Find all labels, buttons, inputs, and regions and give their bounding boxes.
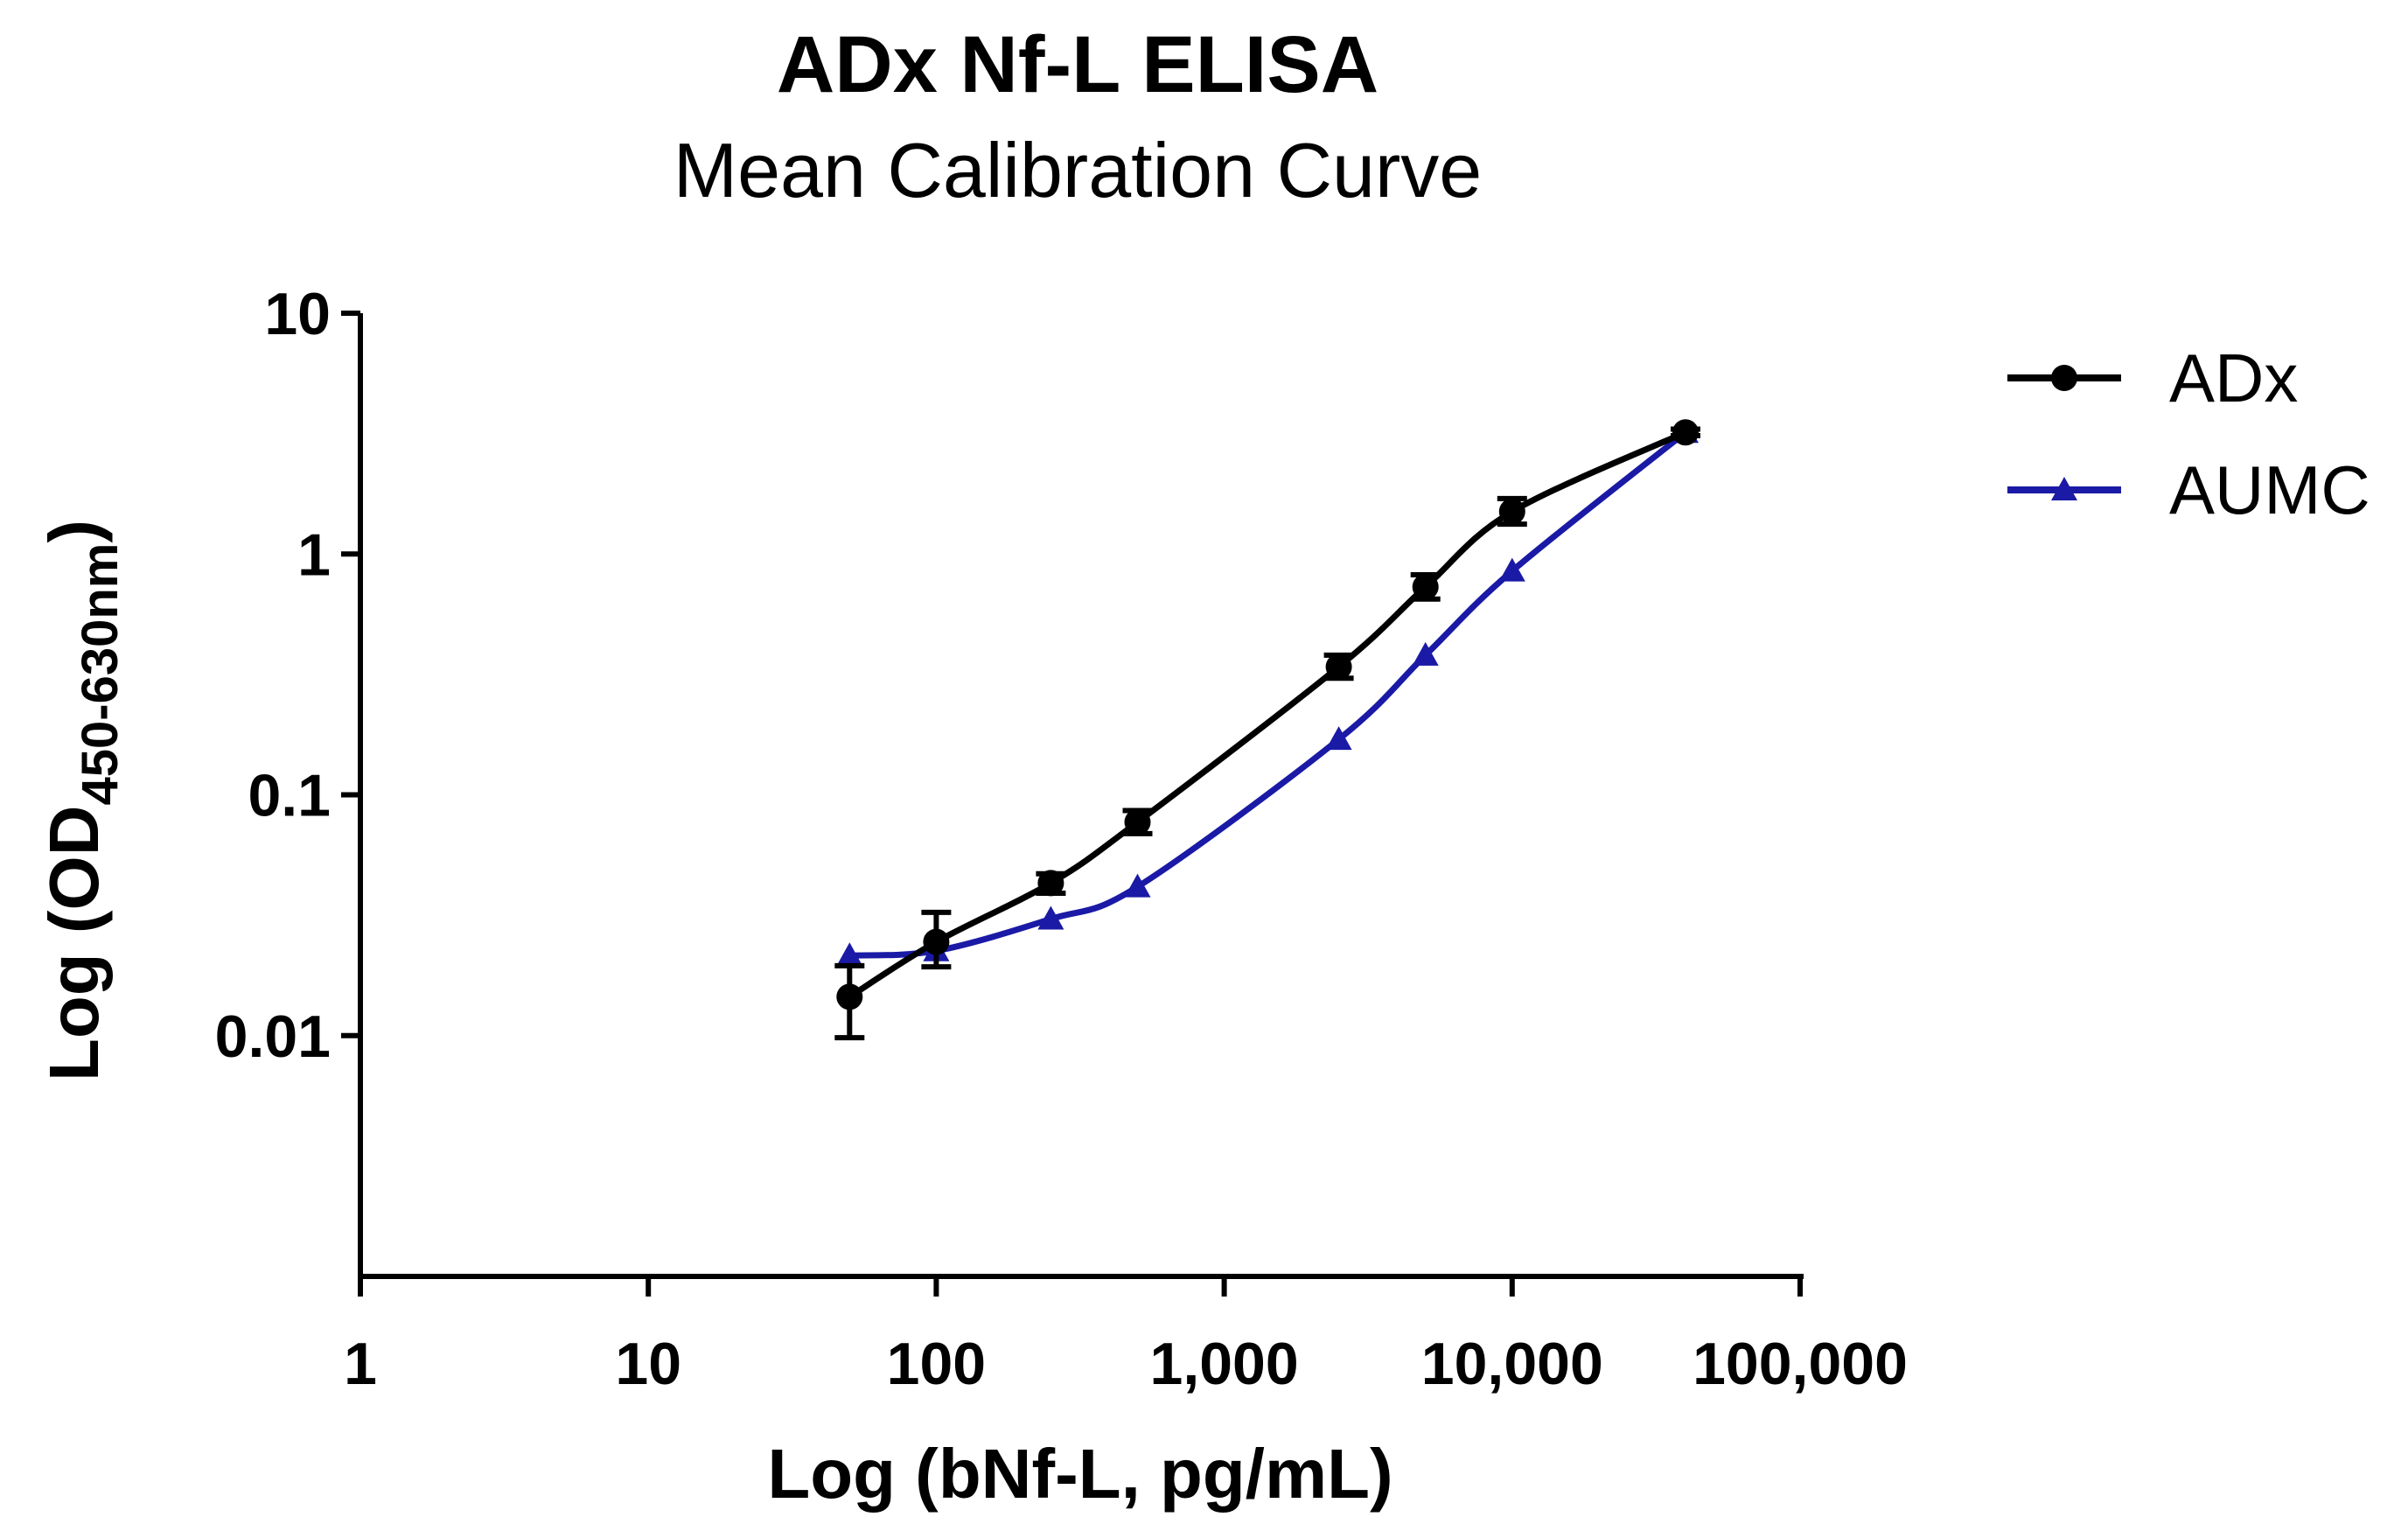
- series-adx: [834, 419, 1700, 1041]
- data-point: [1037, 870, 1064, 897]
- x-tick-label: 100: [887, 1331, 986, 1397]
- series-layer: [834, 419, 1700, 1041]
- data-point: [1672, 419, 1699, 446]
- data-point: [836, 942, 863, 967]
- data-point: [1498, 557, 1525, 582]
- series-line: [846, 429, 1689, 1000]
- data-point: [923, 928, 950, 955]
- y-tick-label: 10: [264, 281, 331, 347]
- plot-area: 0.01 0.1 1 10 1 10 100 1,000 10,000 100,000: [215, 281, 1908, 1397]
- legend-swatch-marker: [2051, 365, 2077, 391]
- series-aumc: [836, 419, 1699, 967]
- x-tick-label: 1: [344, 1331, 377, 1397]
- data-point: [1124, 808, 1151, 835]
- legend-label: ADx: [2169, 339, 2298, 416]
- legend-label: AUMC: [2169, 451, 2370, 528]
- y-axis-label-suffix: ): [35, 520, 113, 543]
- data-point: [1325, 654, 1352, 681]
- legend-swatch-marker: [2051, 477, 2077, 500]
- y-axis-label-subscript: 450-630nm: [72, 543, 129, 806]
- x-tick-label: 100,000: [1693, 1331, 1908, 1397]
- series-line: [846, 429, 1689, 959]
- data-point: [836, 983, 863, 1010]
- y-tick-label: 1: [297, 521, 331, 588]
- x-tick-label: 10: [615, 1331, 681, 1397]
- y-axis-label-main: Log (OD: [35, 806, 113, 1081]
- legend-item-aumc: AUMC: [2007, 451, 2370, 528]
- x-axis-label: Log (bNf-L, pg/mL): [767, 1435, 1392, 1513]
- x-tick-label: 1,000: [1150, 1331, 1299, 1397]
- chart-title: ADx Nf-L ELISA: [777, 20, 1378, 109]
- y-tick-label: 0.01: [215, 1003, 331, 1070]
- legend: ADx AUMC: [2007, 339, 2370, 528]
- data-point: [1498, 498, 1525, 525]
- x-axis-ticks: 1 10 100 1,000 10,000 100,000: [344, 1276, 1908, 1397]
- y-axis-label: Log (OD450-630nm): [35, 520, 129, 1081]
- y-axis-ticks: 0.01 0.1 1 10: [215, 281, 360, 1070]
- x-tick-label: 10,000: [1421, 1331, 1603, 1397]
- data-point: [1325, 726, 1352, 751]
- data-point: [1412, 573, 1439, 600]
- data-point: [1124, 873, 1151, 898]
- y-tick-label: 0.1: [248, 763, 331, 829]
- chart-subtitle: Mean Calibration Curve: [674, 127, 1482, 213]
- legend-item-adx: ADx: [2007, 339, 2298, 416]
- data-point: [1037, 905, 1064, 930]
- data-point: [1412, 641, 1439, 666]
